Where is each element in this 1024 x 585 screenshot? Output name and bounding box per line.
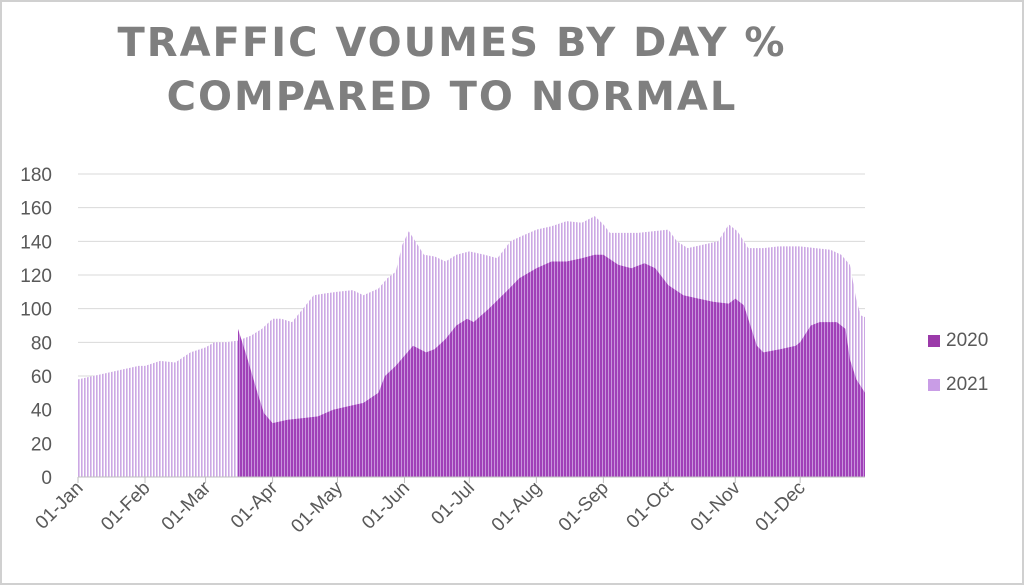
legend-swatch-2020 — [928, 335, 940, 347]
x-tick-label: 01-Mar — [158, 477, 216, 535]
legend-label-2021: 2021 — [946, 374, 989, 395]
chart-title: TRAFFIC VOUMES BY DAY % COMPARED TO NORM… — [117, 20, 787, 120]
y-tick-label: 120 — [20, 266, 52, 287]
y-tick-label: 160 — [20, 199, 52, 220]
y-tick-label: 40 — [31, 401, 52, 422]
legend-item-2021: 2021 — [928, 373, 1018, 397]
x-tick-label: 01-Jun — [358, 478, 414, 534]
x-tick-label: 01-Feb — [97, 478, 154, 535]
x-tick-label: 01-Jul — [427, 478, 478, 529]
y-tick-label: 140 — [20, 232, 52, 253]
legend-swatch-2021 — [928, 379, 940, 391]
y-tick-label: 100 — [20, 300, 52, 321]
legend-label-2020: 2020 — [946, 330, 989, 351]
y-tick-label: 80 — [31, 333, 52, 354]
legend-item-2020: 2020 — [928, 329, 1018, 353]
series-area-2020 — [78, 254, 865, 477]
x-tick-label: 01-Dec — [752, 478, 810, 536]
x-tick-label: 01-Apr — [227, 477, 283, 533]
x-tick-label: 01-Nov — [687, 477, 746, 536]
y-tick-label: 0 — [41, 468, 52, 489]
y-tick-label: 180 — [20, 165, 52, 186]
x-tick-label: 01-Oct — [623, 477, 679, 533]
y-tick-label: 20 — [31, 434, 52, 455]
x-tick-label: 01-Jan — [32, 478, 88, 534]
x-tick-label: 01-May — [287, 477, 347, 537]
x-tick-label: 01-Sep — [555, 478, 613, 536]
x-tick-label: 01-Aug — [488, 478, 546, 536]
y-tick-label: 60 — [31, 367, 52, 388]
